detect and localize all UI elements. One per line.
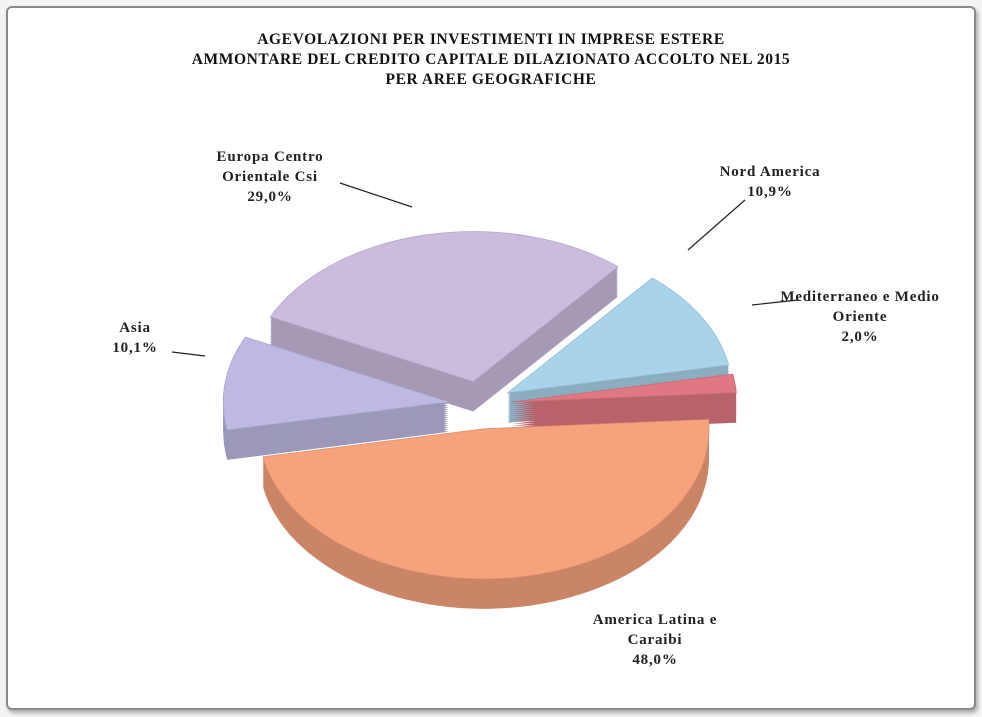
slice xyxy=(262,419,710,580)
slice-label: Europa Centro Orientale Csi 29,0% xyxy=(195,147,345,207)
value-label: 10,1% xyxy=(112,340,158,356)
category-label: Nord America xyxy=(719,164,821,180)
slice xyxy=(506,277,730,394)
category-label: America Latina e Caraibi xyxy=(592,612,718,648)
slice-label: Mediterraneo e Medio Oriente 2,0% xyxy=(775,287,945,347)
leader-line xyxy=(171,351,206,357)
value-label: 48,0% xyxy=(632,652,678,668)
value-label: 10,9% xyxy=(747,184,793,200)
leader-line xyxy=(751,299,799,306)
slice xyxy=(269,231,619,382)
leader-line xyxy=(339,182,413,208)
slice-label: Asia 10,1% xyxy=(85,318,185,358)
slice-label: America Latina e Caraibi 48,0% xyxy=(570,610,740,670)
chart-title: AGEVOLAZIONI PER INVESTIMENTI IN IMPRESE… xyxy=(257,31,725,48)
slice xyxy=(222,336,449,431)
chart-title: PER AREE GEOGRAFICHE xyxy=(385,71,597,88)
category-label: Asia xyxy=(119,320,151,336)
leader-line xyxy=(687,199,746,251)
pie xyxy=(222,231,737,609)
value-label: 29,0% xyxy=(247,189,293,205)
slice-label: Nord America 10,9% xyxy=(690,162,850,202)
value-label: 2,0% xyxy=(841,329,879,345)
slice xyxy=(511,373,737,403)
chart-title: AMMONTARE DEL CREDITO CAPITALE DILAZIONA… xyxy=(191,51,791,68)
category-label: Europa Centro Orientale Csi xyxy=(216,149,324,185)
category-label: Mediterraneo e Medio Oriente xyxy=(780,289,940,325)
